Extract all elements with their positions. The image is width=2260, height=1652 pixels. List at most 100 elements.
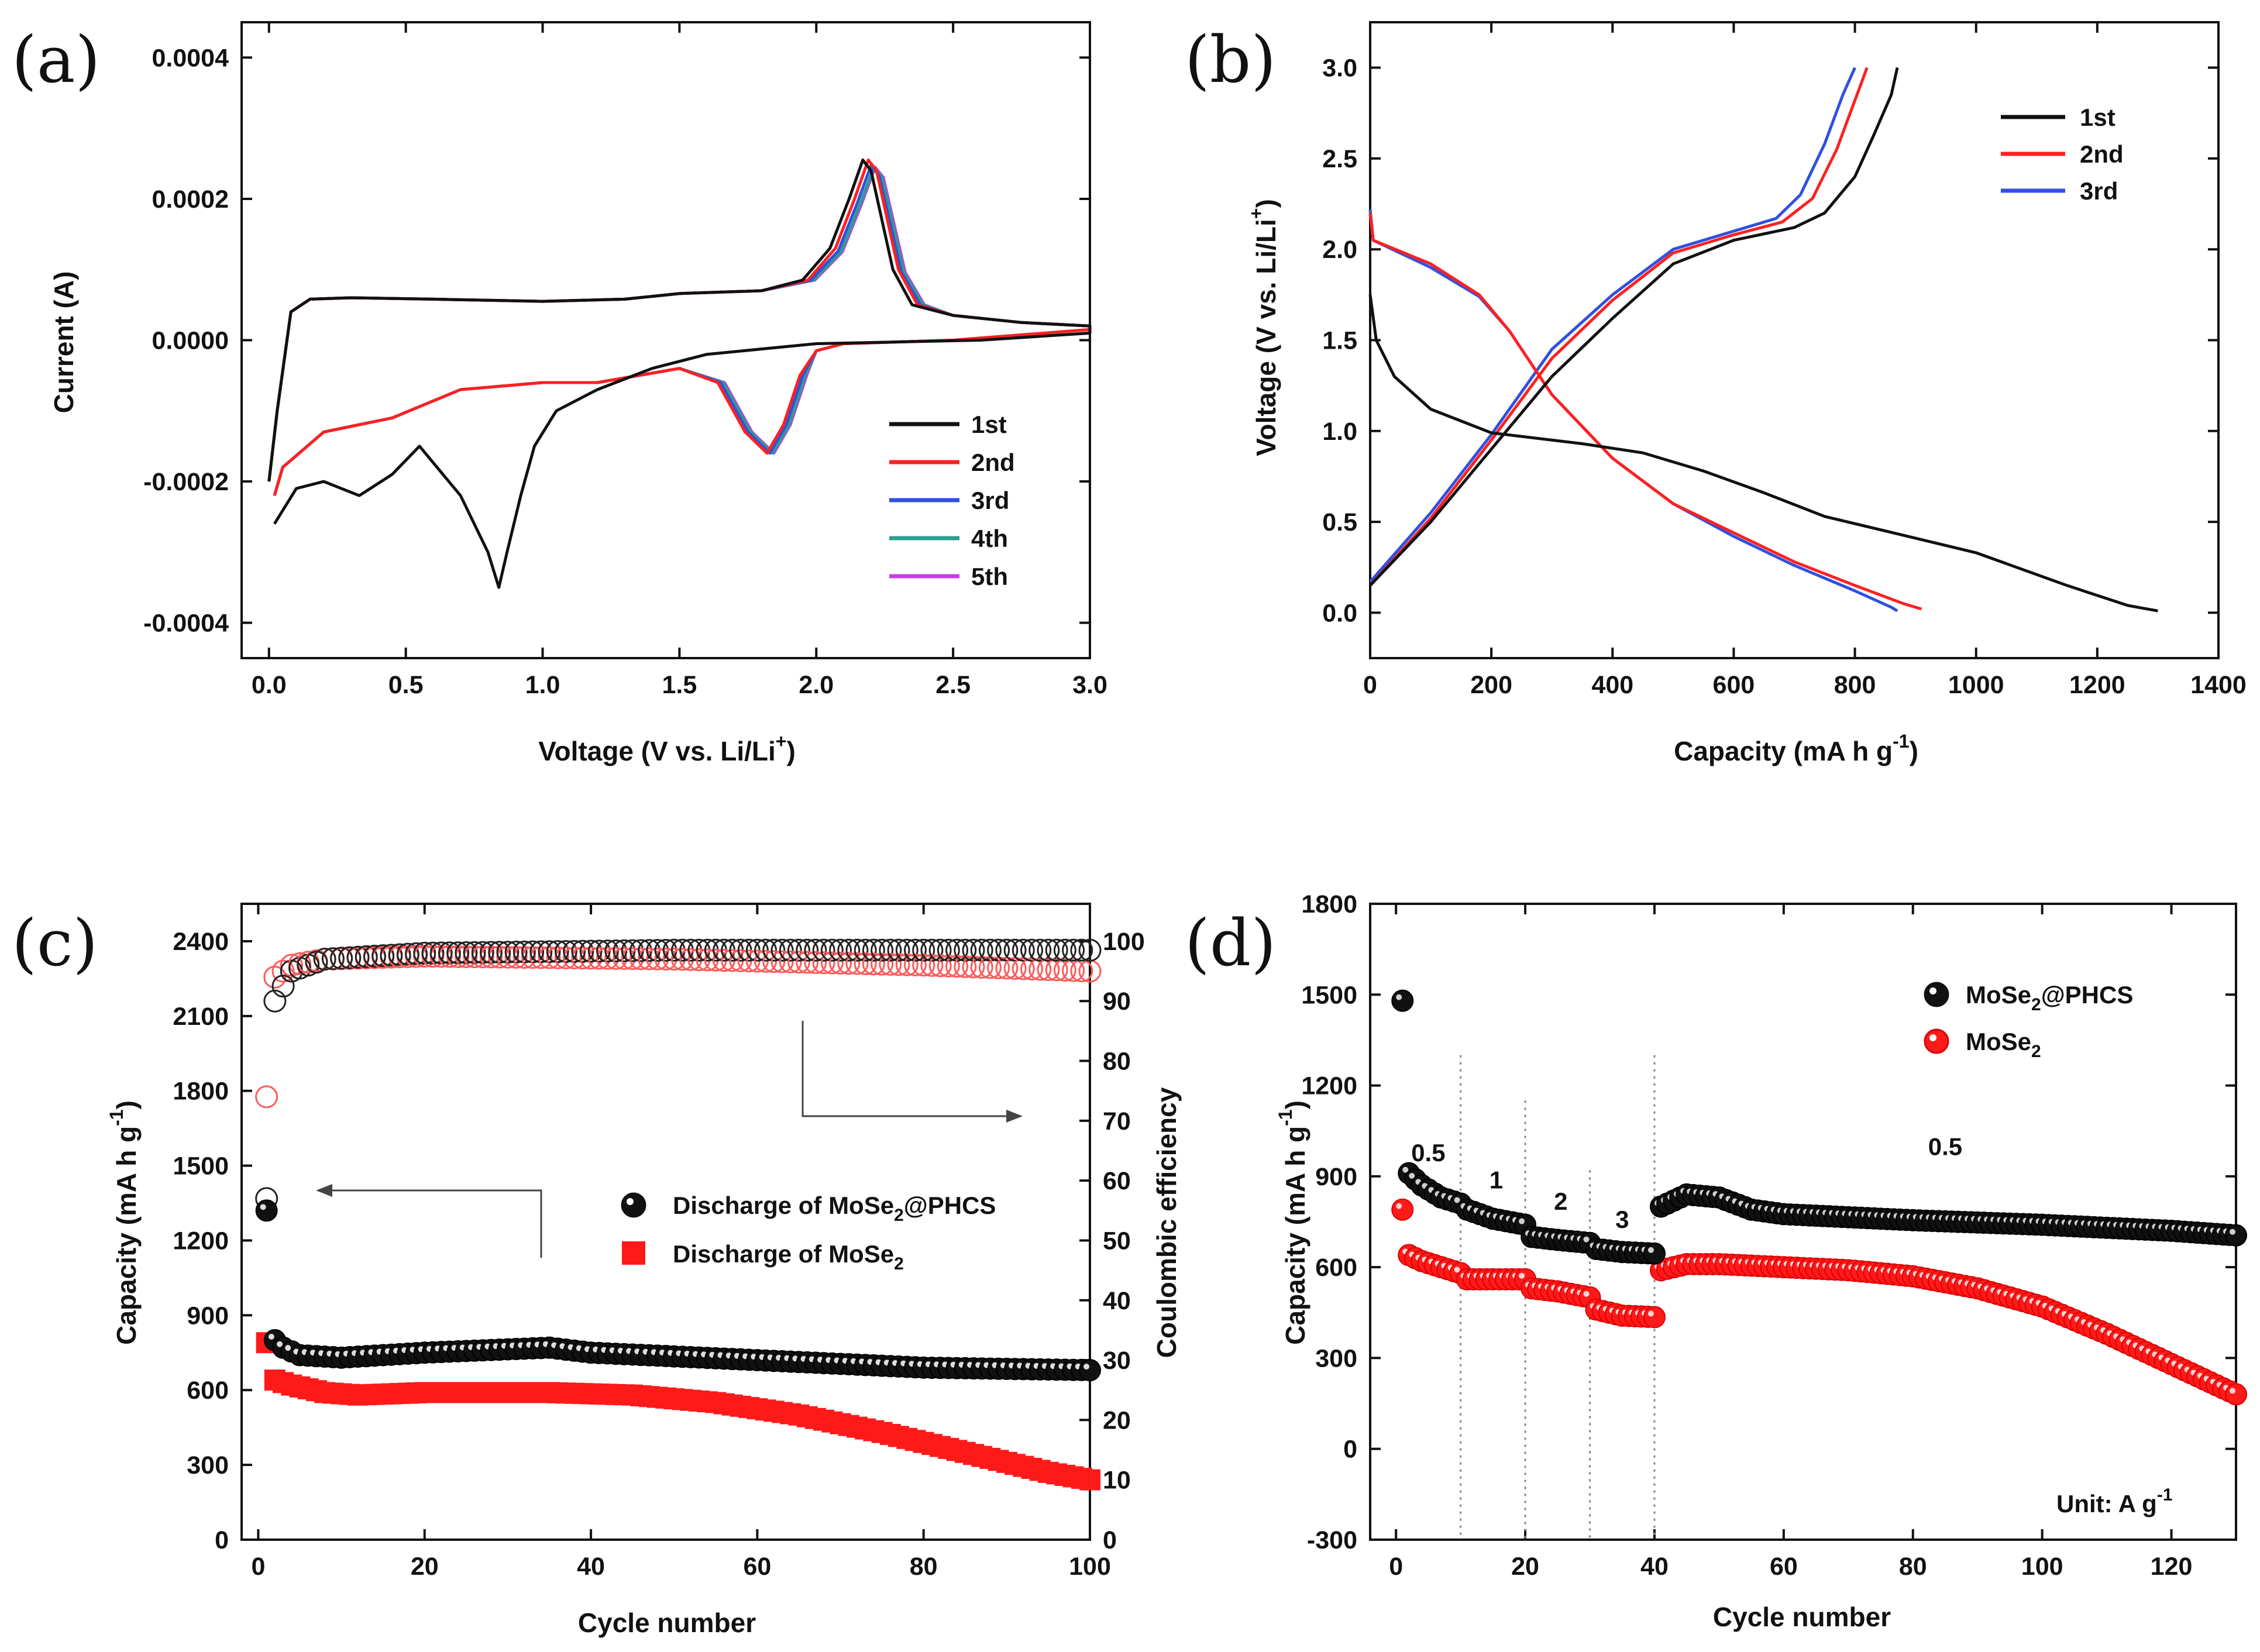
y2-tick-label: 70	[1103, 1107, 1131, 1135]
efficiency-point-mose2	[912, 954, 935, 977]
panel-c-ylabel: Capacity (mA h g-1)	[106, 1100, 142, 1345]
efficiency-point-mose2-phcs	[812, 938, 835, 962]
capacity-point-mose2-phcs	[255, 1199, 278, 1222]
efficiency-point-mose2-phcs	[338, 946, 362, 969]
rate-point-highlight	[1647, 1247, 1654, 1253]
legend-label-mose2: Discharge of MoSe2	[673, 1240, 904, 1274]
y-tick-label: -300	[1307, 1526, 1357, 1554]
rate-point-highlight	[2230, 1388, 2235, 1394]
efficiency-point-mose2	[820, 951, 844, 975]
discharge-curve-2nd	[1368, 212, 1922, 611]
y-tick-label: 1500	[1301, 981, 1357, 1009]
panel-d-rate-dividers	[1460, 1055, 1656, 1540]
y-tick-label: 0.0000	[152, 327, 229, 355]
legend-label-3rd: 3rd	[971, 487, 1009, 514]
arrowhead-right	[1006, 1110, 1023, 1123]
efficiency-point-mose2-phcs	[796, 938, 819, 962]
x-tick-label: 40	[577, 1553, 605, 1581]
efficiency-point-mose2-phcs	[388, 943, 411, 966]
efficiency-point-mose2-phcs	[529, 940, 553, 963]
legend-marker-highlight	[627, 1198, 634, 1205]
rate-point-mose2	[1391, 1198, 1414, 1221]
panel-c-xlabel: Cycle number	[578, 1608, 756, 1638]
legend-label-mose2-phcs: Discharge of MoSe2@PHCS	[673, 1192, 996, 1225]
y2-tick-label: 90	[1103, 987, 1131, 1016]
panel-c-arrows	[316, 1021, 1023, 1258]
y2-tick-label: 10	[1103, 1467, 1131, 1495]
legend-marker-d-highlight-2	[1929, 1034, 1936, 1041]
panel-b-legend: 1st 2nd 3rd	[2001, 104, 2124, 205]
efficiency-point-mose2-phcs	[787, 938, 810, 962]
legend-marker-mose2	[622, 1241, 645, 1265]
efficiency-point-mose2-phcs	[770, 938, 794, 962]
efficiency-point-mose2-phcs	[321, 947, 345, 970]
rate-point-highlight	[1519, 1272, 1525, 1279]
y-tick-label: 0	[1343, 1436, 1357, 1464]
efficiency-point-mose2	[554, 946, 577, 969]
efficiency-point-mose2	[762, 950, 786, 973]
y-tick-label: 1800	[1301, 890, 1357, 918]
legend-label-b-3rd: 3rd	[2080, 177, 2118, 205]
panel-b-series	[1368, 67, 2158, 612]
efficiency-point-mose2	[895, 953, 919, 976]
efficiency-point-mose2-phcs	[571, 939, 594, 963]
efficiency-point-mose2-phcs	[380, 944, 403, 967]
x-tick-label: 1200	[2069, 671, 2125, 699]
discharge-curve-3rd	[1368, 209, 1898, 612]
y-tick-label: 0.5	[1322, 508, 1357, 536]
y2-tick-label: 50	[1103, 1227, 1131, 1255]
panel-a: (a) 0.0 0.5 1.0 1.5 2.0 2.5 3.0-0.0004-0.00020…	[12, 21, 1107, 766]
panel-b-label: (b)	[1185, 22, 1276, 97]
y2-tick-label: 30	[1103, 1347, 1131, 1375]
x-tick-label: 600	[1713, 671, 1755, 699]
x-tick-label: 1400	[2190, 671, 2247, 699]
y-tick-label: 2.0	[1322, 236, 1357, 264]
y-tick-label: 300	[187, 1451, 229, 1479]
y-tick-label: 300	[1315, 1344, 1357, 1372]
panel-a-legend: 1st 2nd 3rd 4th 5th	[889, 411, 1015, 590]
panel-b-axes: 0 200 400 600 800 1000 1200 1400 0.0 0.5 1.0 1.5 2.0…	[1322, 22, 2247, 699]
efficiency-point-mose2	[587, 947, 611, 970]
panel-a-ylabel: Current (A)	[49, 271, 79, 414]
panel-c: (c) 0 20 40 60 80 100030060090012001500180021…	[12, 903, 1182, 1638]
y2-tick-label: 60	[1103, 1167, 1131, 1195]
x-tick-label: 60	[743, 1553, 771, 1581]
efficiency-point-mose2-phcs	[546, 940, 569, 963]
efficiency-point-mose2	[1053, 959, 1076, 982]
efficiency-point-mose2-phcs	[1078, 938, 1102, 962]
efficiency-point-mose2	[871, 952, 894, 976]
rate-point-highlight	[1396, 1203, 1402, 1209]
efficiency-point-mose2	[837, 952, 861, 975]
efficiency-point-mose2-phcs	[1037, 938, 1060, 962]
efficiency-point-mose2-phcs	[371, 944, 395, 968]
efficiency-point-mose2	[829, 951, 852, 975]
rate-point-highlight	[1583, 1236, 1590, 1243]
efficiency-point-mose2-phcs	[330, 947, 353, 970]
panel-d-unit-label: Unit: A g-1	[2056, 1485, 2173, 1517]
rate-point-highlight	[1409, 1173, 1415, 1179]
efficiency-point-mose2-phcs	[754, 938, 778, 962]
efficiency-point-mose2	[263, 965, 287, 989]
rate-point-mose2	[1643, 1306, 1666, 1329]
rate-label: 1	[1490, 1166, 1503, 1194]
panel-d-ylabel: Capacity (mA h g-1)	[1275, 1100, 1310, 1345]
rate-point-mose2-phcs	[2225, 1224, 2247, 1247]
legend-label-1st: 1st	[971, 411, 1007, 438]
x-tick-label: 1.5	[662, 671, 697, 699]
y-tick-label: 1200	[173, 1227, 229, 1255]
y2-tick-label: 40	[1103, 1287, 1131, 1315]
efficiency-point-mose2-phcs	[271, 975, 295, 998]
efficiency-point-mose2-phcs	[871, 938, 894, 962]
legend-label-2nd: 2nd	[971, 449, 1015, 476]
efficiency-point-mose2	[887, 953, 910, 976]
efficiency-point-mose2	[271, 959, 295, 983]
efficiency-point-mose2-phcs	[1070, 938, 1093, 962]
capacity-point-highlight	[268, 1333, 274, 1340]
rate-point-mose2-phcs	[1391, 989, 1414, 1012]
y-tick-label: 0.0	[1322, 599, 1357, 627]
efficiency-point-mose2-phcs	[521, 940, 545, 963]
efficiency-point-mose2-phcs	[313, 948, 336, 971]
charge-curve-2nd	[1369, 67, 1869, 587]
y2-tick-label: 20	[1103, 1406, 1131, 1434]
panel-c-axes: 0 20 40 60 80 1000300600900120015001800210024…	[173, 904, 1145, 1581]
